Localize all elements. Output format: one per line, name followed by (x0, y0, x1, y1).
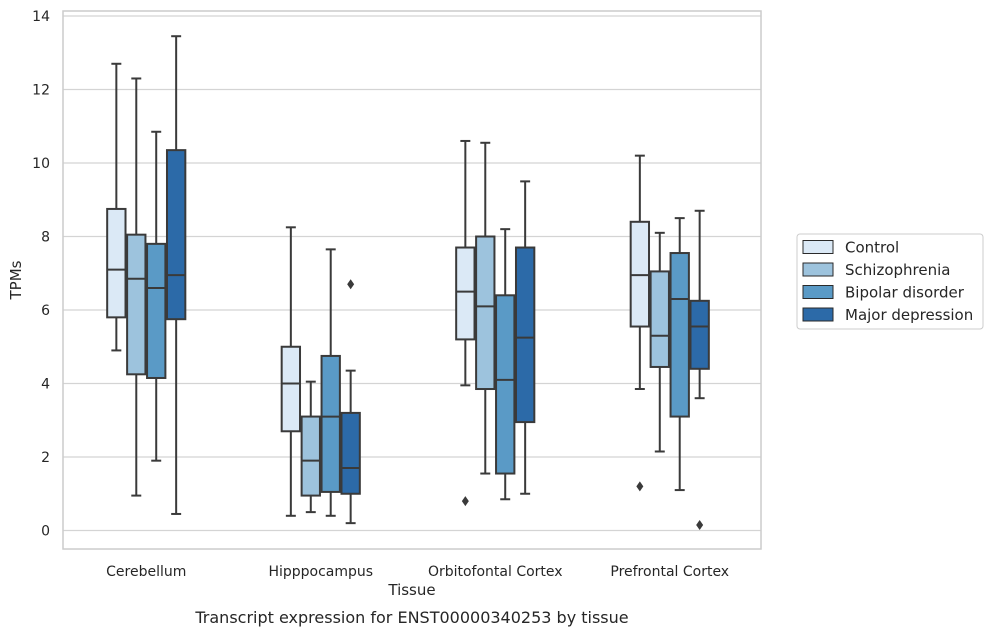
legend-label: Bipolar disorder (845, 284, 965, 302)
box-control (280, 226, 302, 517)
box-body (495, 294, 516, 475)
box-schizophrenia (300, 380, 321, 514)
outlier-point (347, 279, 355, 290)
box-body (475, 235, 496, 391)
box-body (300, 415, 321, 497)
y-tick-label: 2 (41, 450, 50, 466)
box-body (455, 246, 476, 341)
box-major-depression (165, 35, 187, 515)
legend-swatch (802, 240, 834, 254)
box-body (146, 242, 167, 379)
y-tick-label: 10 (32, 156, 50, 172)
legend-swatch (802, 307, 834, 322)
box-schizophrenia (649, 231, 670, 453)
box-major-depression (340, 279, 361, 525)
y-tick-label: 12 (32, 83, 50, 99)
box-control (455, 139, 476, 507)
box-control (629, 154, 651, 492)
legend-swatch (802, 262, 834, 277)
box-body (689, 299, 710, 370)
box-bipolar-disorder (669, 217, 690, 492)
box-bipolar-disorder (320, 248, 341, 517)
legend-label: Major depression (845, 306, 973, 324)
box-body (514, 246, 536, 424)
box-major-depression (689, 209, 710, 530)
chart-caption: Transcript expression for ENST0000034025… (194, 608, 628, 627)
box-body (649, 270, 670, 368)
y-tick-label: 6 (41, 303, 50, 319)
box-body (106, 207, 127, 319)
box-body (165, 149, 187, 321)
legend-frame (796, 233, 984, 330)
y-axis-label: TPMs (7, 260, 25, 300)
box-body (126, 233, 147, 376)
y-tick-label: 14 (32, 9, 50, 25)
legend-label: Control (845, 239, 899, 257)
plot-area (106, 35, 710, 530)
y-tick-label: 0 (41, 524, 50, 540)
box-schizophrenia (475, 141, 496, 475)
y-tick-label: 4 (41, 377, 50, 393)
box-body (340, 411, 361, 495)
x-tick-label: Cerebellum (106, 564, 186, 580)
x-tick-label: Hipppocampus (268, 564, 373, 580)
x-tick-label: Prefrontal Cortex (610, 564, 729, 580)
plot-frame (62, 10, 762, 550)
box-body (320, 354, 341, 493)
box-body (280, 345, 302, 433)
box-major-depression (514, 180, 536, 495)
y-axis-ticks: 0 2 4 6 8 10 12 14 (32, 9, 50, 540)
box-bipolar-disorder (146, 130, 167, 462)
x-tick-label: Orbitofontal Cortex (428, 564, 563, 580)
outlier-point (696, 519, 704, 530)
legend: Control Schizophrenia Bipolar disorder Majo… (796, 233, 984, 330)
box-body (669, 252, 690, 418)
box-schizophrenia (126, 77, 147, 497)
outlier-point (461, 496, 469, 507)
x-axis-ticks: Cerebellum Hipppocampus Orbitofontal Corte… (106, 564, 729, 580)
y-tick-label: 8 (41, 230, 50, 246)
box-control (106, 62, 127, 352)
legend-swatch (802, 285, 834, 299)
outlier-point (636, 481, 644, 492)
x-axis-label: Tissue (387, 581, 435, 599)
legend-label: Schizophrenia (845, 261, 950, 279)
box-bipolar-disorder (495, 228, 516, 501)
